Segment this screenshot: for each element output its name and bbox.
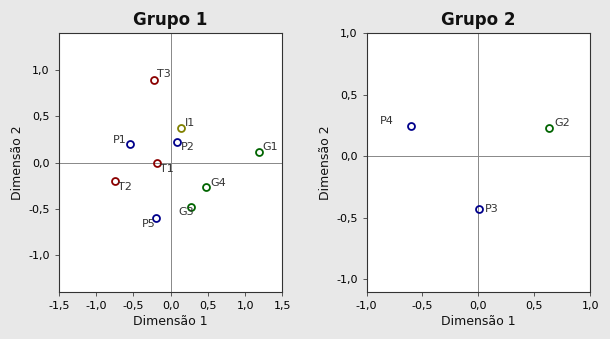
Text: G3: G3 bbox=[178, 207, 193, 217]
X-axis label: Dimensão 1: Dimensão 1 bbox=[441, 315, 515, 328]
Text: I1: I1 bbox=[185, 118, 195, 128]
Title: Grupo 1: Grupo 1 bbox=[134, 11, 208, 29]
Text: G4: G4 bbox=[210, 178, 226, 188]
Text: T3: T3 bbox=[157, 69, 171, 79]
Text: T2: T2 bbox=[118, 182, 132, 192]
Text: P5: P5 bbox=[142, 219, 156, 230]
Text: P3: P3 bbox=[485, 204, 499, 214]
X-axis label: Dimensão 1: Dimensão 1 bbox=[133, 315, 208, 328]
Y-axis label: Dimensão 2: Dimensão 2 bbox=[319, 125, 332, 200]
Y-axis label: Dimensão 2: Dimensão 2 bbox=[11, 125, 24, 200]
Text: T1: T1 bbox=[160, 164, 174, 174]
Text: P2: P2 bbox=[181, 142, 195, 152]
Title: Grupo 2: Grupo 2 bbox=[441, 11, 515, 29]
Text: G2: G2 bbox=[554, 118, 570, 128]
Text: P4: P4 bbox=[380, 116, 394, 126]
Text: G1: G1 bbox=[262, 142, 278, 152]
Text: P1: P1 bbox=[113, 136, 127, 145]
